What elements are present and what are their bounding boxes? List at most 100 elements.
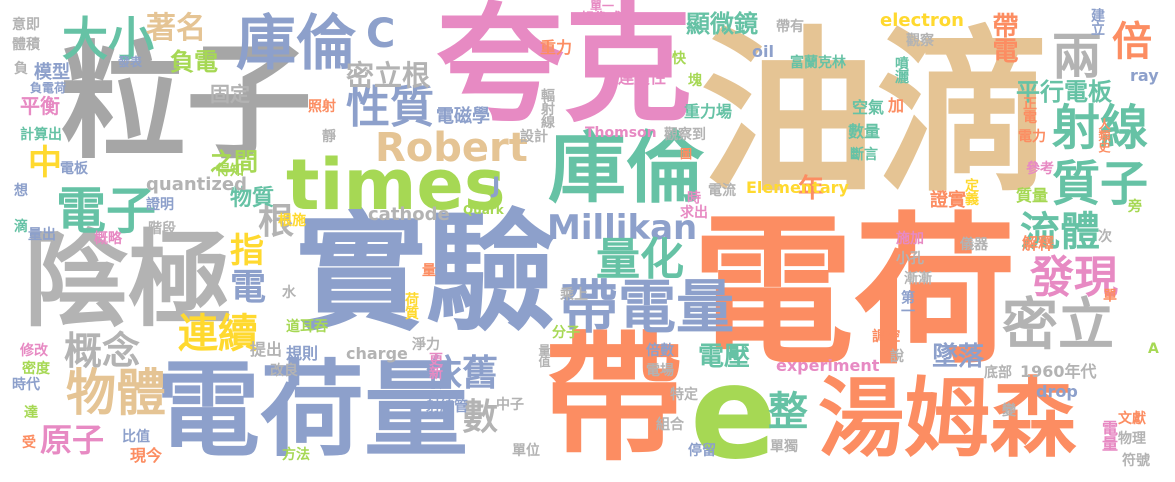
word-shuo: 說 xyxy=(890,349,904,365)
word-nian: 年 xyxy=(798,174,825,204)
word-chengshang: 乘上 xyxy=(560,287,588,303)
word-daidianliang: 帶電量 xyxy=(560,273,735,341)
word-zhonglichang: 重力場 xyxy=(684,102,733,121)
word-wenxian: 文獻 xyxy=(1118,411,1146,427)
word-faxian: 發現 xyxy=(1030,252,1118,303)
word-danyi: 單一 xyxy=(590,0,615,13)
word-fabiao: 發表 xyxy=(118,55,143,69)
word-zhengshi: 證實 xyxy=(930,190,966,211)
word-jieduan: 階段 xyxy=(148,221,176,237)
word-pang: 旁 xyxy=(1128,199,1142,215)
word-wuli: 物理 xyxy=(1118,431,1146,447)
word-kulun-blue: 庫倫 xyxy=(236,9,356,79)
word-zhizi: 質子 xyxy=(1052,156,1149,212)
word-jieshi: 解釋 xyxy=(1022,234,1055,253)
word-da: 達 xyxy=(24,405,38,421)
word-guancha: 觀察 xyxy=(906,33,934,49)
word-jing: 靜 xyxy=(322,129,336,145)
word-tichu: 提出 xyxy=(250,340,283,359)
word-zheng: 整 xyxy=(768,389,808,435)
word-bizhi: 比值 xyxy=(122,429,150,445)
word-gen: 根 xyxy=(258,201,295,242)
word-zhengdian: 正電 xyxy=(1021,96,1037,123)
word-renleishi: 人類史 xyxy=(1097,118,1111,153)
word-xingzhi: 性質 xyxy=(346,82,434,133)
word-gailiang: 改良 xyxy=(270,363,298,379)
word-fudian: 負電 xyxy=(170,48,218,76)
word-quark: Quark xyxy=(463,203,504,217)
word-zhengming: 證明 xyxy=(146,197,174,213)
word-lizi: 粒子 xyxy=(60,29,312,176)
word-pingheng: 平衡 xyxy=(20,94,60,118)
word-yiji: 意即 xyxy=(12,17,40,33)
word-jisuanchu: 計算出 xyxy=(20,127,62,143)
word-zhi: 指 xyxy=(230,231,264,271)
word-genshi: 根施 xyxy=(278,213,306,229)
word-shui: 水 xyxy=(282,285,296,301)
word-zhongzi: 中子 xyxy=(496,397,524,413)
word-fenzi: 分子 xyxy=(552,325,580,341)
word-liang: 兩 xyxy=(1052,28,1102,86)
word-daidian: 帶電 xyxy=(988,12,1018,62)
word-cankao: 參考 xyxy=(1026,161,1054,177)
word-lianxu: 連續 xyxy=(178,311,258,357)
word-tingliu: 停留 xyxy=(688,443,716,459)
word-youdi: 油滴 xyxy=(700,11,1053,216)
word-guding: 固定 xyxy=(210,82,250,106)
word-drop: drop xyxy=(1036,382,1078,401)
word-e: e xyxy=(690,339,777,482)
word-jianli: 建立 xyxy=(1089,8,1105,35)
word-ray: ray xyxy=(1130,66,1159,85)
word-shexianguan: 射線管 xyxy=(426,399,468,415)
word-danwei: 單位 xyxy=(512,443,540,459)
word-xiang: 想 xyxy=(14,183,28,199)
word-dandu: 單獨 xyxy=(770,439,798,455)
word-mili: 密立 xyxy=(1002,293,1114,358)
word-shou: 受 xyxy=(22,435,36,451)
word-dianya: 電壓 xyxy=(698,342,751,372)
word-c: C xyxy=(366,11,396,57)
word-dianheliang: 電荷量 xyxy=(156,349,469,471)
word-kongqi: 空氣 xyxy=(852,98,885,117)
word-wuzhi: 物質 xyxy=(230,186,275,211)
word-pingxingdianban: 平行電板 xyxy=(1016,78,1112,106)
word-shi: 時 xyxy=(685,190,701,204)
word-tu: 圖 xyxy=(680,147,693,161)
word-dianliang: 電量 xyxy=(1099,420,1118,451)
word-miligen: 密立根 xyxy=(346,59,431,92)
word-dan: 單 xyxy=(1101,288,1117,302)
word-fu: 負 xyxy=(14,61,28,77)
word-zhuming: 著名 xyxy=(146,11,206,46)
word-daerton: 道耳吞 xyxy=(286,319,328,335)
word-fushexian: 輻射線 xyxy=(539,88,555,129)
word-gainian: 概念 xyxy=(64,329,141,373)
word-lianghua: 量化 xyxy=(596,234,684,285)
word-dianban: 電板 xyxy=(60,161,88,177)
word-millikan: Millikan xyxy=(547,208,698,248)
word-liang-single: 量 xyxy=(422,263,436,279)
word-shidai: 時代 xyxy=(12,377,40,393)
word-shu: 數 xyxy=(462,397,499,438)
word-zhongli: 重力 xyxy=(540,38,573,57)
word-robert: Robert xyxy=(375,125,528,171)
word-xiaokong: 小孔 xyxy=(896,251,924,267)
word-jingli: 淨力 xyxy=(412,337,440,353)
word-hezhi: 荷質 xyxy=(403,292,419,319)
word-fangfa: 方法 xyxy=(282,447,310,463)
word-guize: 規則 xyxy=(286,344,319,363)
word-kulun-green: 庫倫 xyxy=(548,124,705,214)
word-dianli: 電力 xyxy=(1018,129,1046,145)
word-j: J xyxy=(492,174,501,199)
word-yiqi: 儀器 xyxy=(960,237,988,253)
word-times: times xyxy=(286,144,506,226)
word-zhong: 中 xyxy=(28,143,62,183)
word-xiangxiangcheng: 想像成 xyxy=(580,11,622,27)
word-tiaokong: 調控 xyxy=(872,329,900,345)
word-sheji: 設計 xyxy=(520,129,548,145)
word-liangzhi: 量值 xyxy=(537,344,551,368)
word-zuhe: 組合 xyxy=(656,417,684,433)
word-yuanzi: 原子 xyxy=(40,421,105,459)
word-kuake: 夸克 xyxy=(436,0,693,140)
word-jianjian: 漸漸 xyxy=(904,271,932,287)
